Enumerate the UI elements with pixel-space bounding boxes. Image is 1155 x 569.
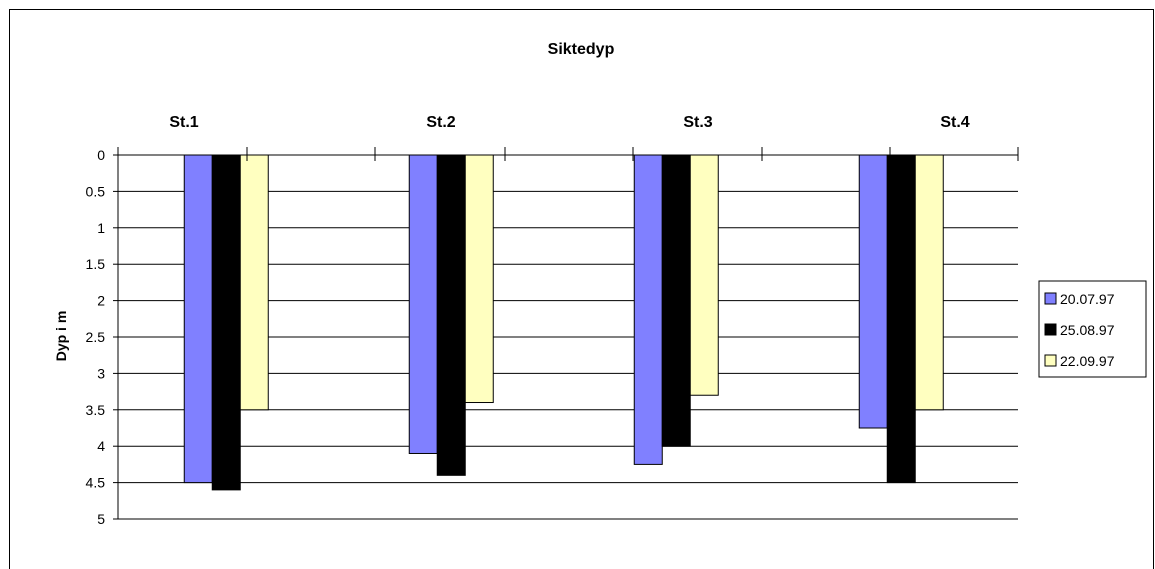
y-tick-label: 0 xyxy=(97,147,105,163)
chart-title: Siktedyp xyxy=(548,41,615,58)
category-label: St.2 xyxy=(426,114,455,131)
y-tick-label: 3 xyxy=(97,365,105,381)
bar xyxy=(858,154,888,429)
bars xyxy=(183,154,944,491)
bar xyxy=(633,154,663,465)
bar xyxy=(183,154,213,484)
category-label: St.1 xyxy=(169,114,198,131)
y-axis-label: Dyp i m xyxy=(53,311,69,362)
legend: 20.07.97 25.08.97 22.09.97 xyxy=(1038,280,1147,378)
legend-swatch xyxy=(1044,323,1057,336)
legend-label: 25.08.97 xyxy=(1060,322,1115,338)
y-tick-label: 3.5 xyxy=(86,402,106,418)
legend-label: 22.09.97 xyxy=(1060,353,1115,369)
y-tick-label: 5 xyxy=(97,511,105,527)
bar xyxy=(408,154,438,454)
axis-labels: 0 0.5 1 1.5 2 2.5 3 3.5 4 4.5 5 St.1 St.2 St.3 St.4 xyxy=(86,114,970,527)
bar xyxy=(239,154,269,411)
bar xyxy=(661,154,691,447)
y-tick-label: 1.5 xyxy=(86,256,106,272)
bar xyxy=(914,154,944,411)
bar xyxy=(211,154,241,491)
y-tick-label: 4 xyxy=(97,438,105,454)
y-tick-label: 2.5 xyxy=(86,329,106,345)
chart-frame xyxy=(9,9,1154,569)
bar xyxy=(886,154,916,484)
legend-swatch xyxy=(1044,354,1057,367)
legend-label: 20.07.97 xyxy=(1060,291,1115,307)
bar xyxy=(436,154,466,476)
category-label: St.4 xyxy=(940,114,969,131)
y-tick-label: 4.5 xyxy=(86,475,106,491)
legend-swatch xyxy=(1044,292,1057,305)
y-tick-label: 0.5 xyxy=(86,183,106,199)
y-tick-label: 1 xyxy=(97,220,105,236)
bar xyxy=(464,154,494,404)
bar xyxy=(689,154,719,396)
legend-box xyxy=(1038,280,1147,378)
y-tick-label: 2 xyxy=(97,293,105,309)
category-label: St.3 xyxy=(683,114,712,131)
axes xyxy=(113,147,1019,520)
